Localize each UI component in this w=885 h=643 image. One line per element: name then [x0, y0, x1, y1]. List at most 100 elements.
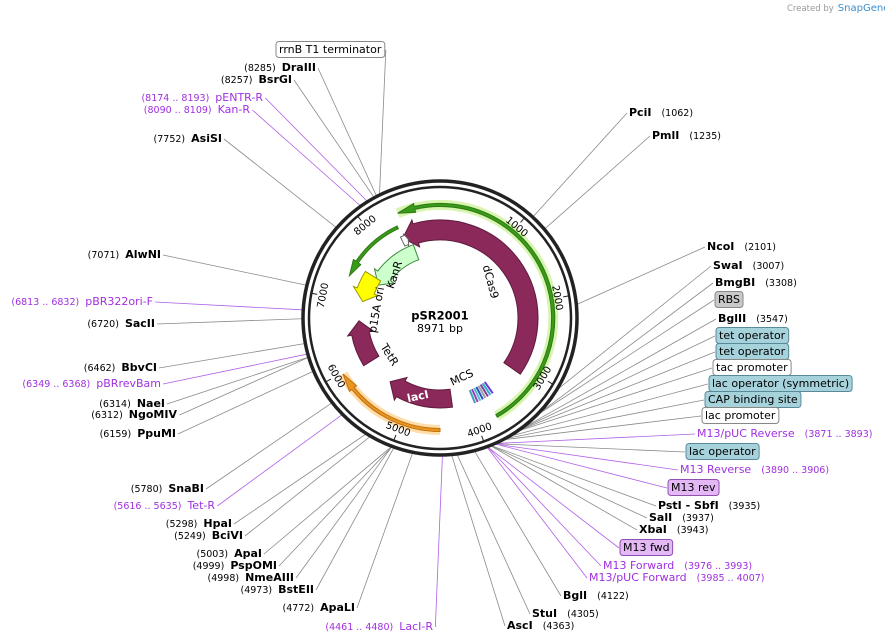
leader-line: [495, 443, 668, 489]
leader-line: [278, 446, 392, 567]
feature-kanr: [373, 244, 420, 286]
primer-label: M13/pUC Forward (3985 .. 4007): [589, 571, 765, 584]
feature-tag: lac promoter: [705, 409, 776, 422]
label-name: ApaI: [234, 547, 262, 560]
feature-tag-box: [619, 539, 674, 556]
feature-tag: tet operator: [719, 329, 786, 342]
feature-label: MCS: [448, 367, 475, 389]
label-position: (5780): [131, 484, 163, 495]
label-position: (6813 .. 6832): [11, 297, 79, 308]
logo-brand: SnapGene: [838, 3, 885, 14]
enzyme-label: BmgBI (3308): [715, 276, 797, 289]
leader-line: [379, 49, 387, 194]
label-name: StuI: [532, 607, 557, 620]
label-name: M13/pUC Reverse: [697, 427, 795, 440]
leader-line: [252, 109, 361, 206]
label-name: lac operator (symmetric): [712, 377, 849, 390]
label-name: M13 fwd: [623, 541, 670, 554]
primer-label: (6349 .. 6368) pBRrevBam: [22, 377, 161, 390]
label-name: DraIII: [282, 61, 316, 74]
label-position: (6312): [91, 410, 123, 421]
label-name: BglI: [563, 589, 587, 602]
tick-mark: [326, 378, 332, 382]
feature-arrow: [348, 225, 400, 278]
label-name: ApaLI: [320, 601, 355, 614]
leader-line: [577, 246, 706, 305]
label-position: (3308): [765, 278, 797, 289]
enzyme-label: SalI (3937): [649, 511, 714, 524]
label-name: BciVI: [212, 529, 243, 542]
leader-line: [512, 383, 709, 437]
enzyme-label: StuI (4305): [532, 607, 599, 620]
leader-line: [495, 443, 679, 471]
label-position: (6462): [84, 363, 116, 374]
label-position: (3937): [682, 513, 714, 524]
label-name: BmgBI: [715, 276, 755, 289]
label-position: (1062): [661, 108, 693, 119]
mcs-site: [483, 381, 494, 394]
label-position: (7071): [88, 250, 120, 261]
leader-line: [263, 446, 392, 555]
label-position: (4999): [193, 561, 225, 572]
label-position: (4973): [241, 585, 273, 596]
primer-label: M13/pUC Reverse (3871 .. 3893): [697, 427, 872, 440]
tick-mark: [563, 295, 569, 298]
primer-label: (4461 .. 4480) LacI-R: [325, 620, 433, 633]
leader-line: [156, 318, 303, 325]
leader-line: [317, 67, 377, 196]
label-name: AsiSI: [191, 132, 222, 145]
label-name: pBRrevBam: [96, 377, 161, 390]
label-name: XbaI: [639, 523, 667, 536]
leader-line: [223, 138, 337, 228]
label-position: (6349 .. 6368): [22, 379, 90, 390]
enzyme-label: (6159) PpuMI: [100, 427, 176, 440]
enzyme-label: (5249) BciVI: [174, 529, 243, 542]
enzyme-label: (4999) PspOMI: [193, 559, 277, 572]
label-position: (5298): [166, 519, 198, 530]
label-name: SacII: [125, 317, 155, 330]
leader-line: [533, 112, 628, 217]
label-position: (3007): [753, 261, 785, 272]
feature-dcas9: [402, 218, 539, 375]
feature-label: dCas9: [480, 264, 501, 300]
feature-arrow: [342, 373, 441, 433]
label-position: (4305): [567, 609, 599, 620]
leader-line: [356, 453, 413, 609]
label-position: (3935): [729, 501, 761, 512]
primer-label: (5616 .. 5635) Tet-R: [114, 499, 216, 512]
feature-tag-box: [714, 291, 744, 308]
label-name: CAP binding site: [708, 393, 798, 406]
label-name: tac promoter: [716, 361, 788, 374]
plasmid-name: pSR2001: [411, 309, 468, 323]
feature-laci: [389, 376, 454, 409]
leader-line: [496, 443, 686, 453]
label-name: M13 Forward: [603, 559, 674, 572]
label-name: pENTR-R: [215, 91, 263, 104]
enzyme-label: (6720) SacII: [87, 317, 155, 330]
label-position: (8285): [244, 63, 276, 74]
leader-line: [154, 301, 303, 311]
mcs-site: [479, 384, 489, 398]
label-position: (4772): [282, 603, 314, 614]
leader-line: [293, 79, 375, 198]
label-name: SnaBI: [168, 482, 204, 495]
label-name: Kan-R: [218, 103, 251, 116]
enzyme-label: PstI - SbfI (3935): [658, 499, 760, 512]
label-name: PpuMI: [137, 427, 176, 440]
leader-line: [451, 455, 506, 627]
leader-lines: [154, 49, 717, 628]
feature-tag-box: [667, 479, 720, 496]
enzyme-label: BglI (4122): [563, 589, 629, 602]
label-name: rrnB T1 terminator: [279, 43, 382, 56]
length-unit: bp: [449, 322, 463, 335]
label-name: Tet-R: [186, 499, 215, 512]
feature-tetr: [346, 320, 380, 367]
label-name: M13 Reverse: [680, 463, 751, 476]
leader-line: [177, 371, 313, 435]
feature-tag: M13 fwd: [623, 541, 670, 554]
label-name: LacI-R: [399, 620, 433, 633]
primer-label: (8174 .. 8193) pENTR-R: [141, 91, 263, 104]
label-position: (3871 .. 3893): [805, 429, 873, 440]
mcs-site: [481, 382, 492, 396]
feature-tag-box: [701, 407, 780, 424]
